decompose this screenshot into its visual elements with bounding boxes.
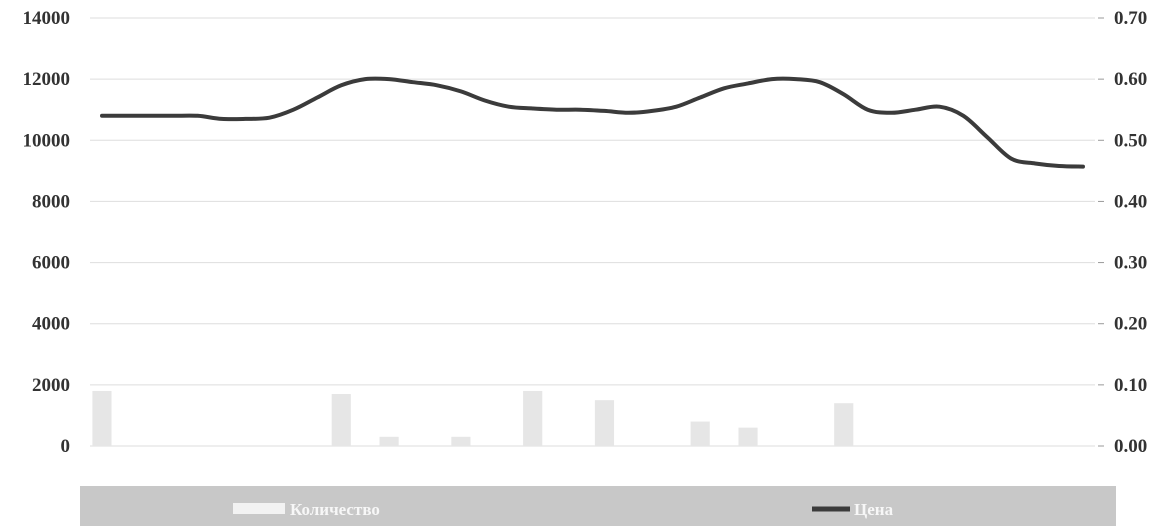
- right-tick-label: 0.00: [1114, 436, 1147, 457]
- right-tick-label: 0.60: [1114, 69, 1147, 90]
- right-tick-label: 0.20: [1114, 314, 1147, 335]
- left-tick-label: 4000: [32, 314, 70, 335]
- quantity-bar: [738, 427, 758, 446]
- left-tick-label: 2000: [32, 375, 70, 396]
- quantity-bar: [379, 436, 399, 446]
- price-line-layer: [100, 76, 1085, 169]
- quantity-bar: [92, 390, 112, 446]
- quantity-bar: [331, 394, 351, 446]
- quantity-bar: [594, 400, 615, 446]
- quantity-bars: [92, 390, 854, 446]
- right-tick-label: 0.70: [1114, 8, 1147, 29]
- quantity-bar: [834, 403, 854, 446]
- left-tick-label: 10000: [23, 130, 71, 151]
- right-tick-label: 0.40: [1114, 191, 1147, 212]
- quantity-bar: [523, 390, 543, 446]
- left-tick-label: 12000: [23, 69, 71, 90]
- legend-label-quantity: Количество: [290, 500, 380, 519]
- left-tick-label: 0: [61, 436, 71, 457]
- price-line: [100, 76, 1085, 169]
- legend: Количество Цена: [80, 486, 1116, 526]
- legend-swatch-quantity: [233, 503, 285, 514]
- right-y-axis: 0.00 0.10 0.20 0.30 0.40 0.50 0.60 0.70: [1098, 8, 1147, 457]
- left-y-axis: 0 2000 4000 6000 8000 10000 12000 14000: [23, 8, 71, 457]
- right-tick-label: 0.10: [1114, 375, 1147, 396]
- legend-label-price: Цена: [854, 500, 894, 519]
- right-tick-label: 0.50: [1114, 130, 1147, 151]
- quantity-bar: [690, 421, 710, 446]
- right-tick-label: 0.30: [1114, 253, 1147, 274]
- left-tick-label: 6000: [32, 253, 70, 274]
- quantity-bar: [451, 436, 471, 446]
- left-tick-label: 14000: [23, 8, 71, 29]
- left-tick-label: 8000: [32, 191, 70, 212]
- gridlines: [90, 17, 1095, 447]
